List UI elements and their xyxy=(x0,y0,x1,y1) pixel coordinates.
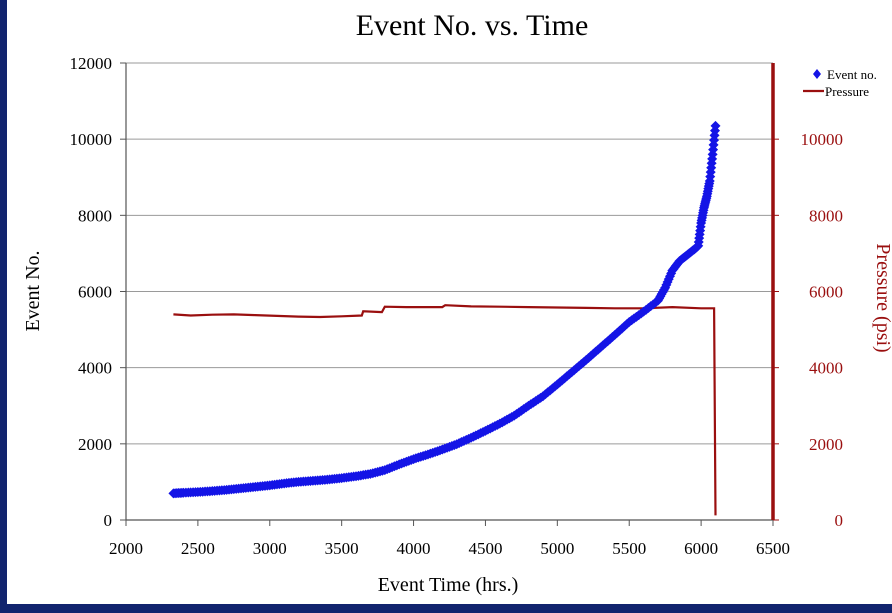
y-axis-label: Event No. xyxy=(22,250,44,331)
y-tick-label: 4000 xyxy=(78,359,112,378)
y-tick-label: 10000 xyxy=(70,130,113,149)
y2-tick-label: 0 xyxy=(835,511,844,530)
y-tick-label: 0 xyxy=(104,511,113,530)
x-tick-label: 3000 xyxy=(253,539,287,558)
x-tick-label: 3500 xyxy=(325,539,359,558)
chart-title: Event No. vs. Time xyxy=(356,9,589,42)
x-tick-label: 4500 xyxy=(468,539,502,558)
gridlines xyxy=(126,62,773,521)
x-tick-label: 5000 xyxy=(540,539,574,558)
y2-tick-label: 8000 xyxy=(809,206,843,225)
x-tick-label: 6000 xyxy=(684,539,718,558)
y2-tick-label: 2000 xyxy=(809,435,843,454)
legend-event-no-label: Event no. xyxy=(827,67,877,82)
y-tick-label: 8000 xyxy=(78,206,112,225)
x-tick-label: 4000 xyxy=(397,539,431,558)
event-number-chart: Event No. vs. Time 2000 2500 3000 3500 4000 4… xyxy=(22,9,892,596)
y-tick-label: 12000 xyxy=(70,54,113,73)
event-no-series xyxy=(168,120,721,499)
y2-tick-label: 10000 xyxy=(801,130,844,149)
x-tick-labels: 2000 2500 3000 3500 4000 4500 5000 5500 6000 6500 xyxy=(109,520,790,558)
y2-tick-label: 6000 xyxy=(809,283,843,302)
x-tick-label: 6500 xyxy=(756,539,790,558)
legend-event-no-marker xyxy=(813,69,821,79)
x-tick-label: 5500 xyxy=(612,539,646,558)
y2-tick-labels: 0 2000 4000 6000 8000 10000 xyxy=(773,130,843,530)
x-tick-label: 2000 xyxy=(109,539,143,558)
event-no-point xyxy=(710,120,721,131)
y-tick-labels: 0 2000 4000 6000 8000 10000 12000 xyxy=(70,54,126,530)
chart-panel: Event No. vs. Time 2000 2500 3000 3500 4000 4… xyxy=(7,0,892,604)
y2-tick-label: 4000 xyxy=(809,359,843,378)
y-tick-label: 6000 xyxy=(78,283,112,302)
y-tick-label: 2000 xyxy=(78,435,112,454)
x-axis-label: Event Time (hrs.) xyxy=(378,574,519,596)
legend: Event no. Pressure xyxy=(803,67,877,99)
y2-axis-label: Pressure (psi) xyxy=(872,243,892,352)
pressure-series xyxy=(173,304,717,516)
x-tick-label: 2500 xyxy=(181,539,215,558)
legend-pressure-label: Pressure xyxy=(825,84,869,99)
pressure-series-line xyxy=(173,304,717,516)
